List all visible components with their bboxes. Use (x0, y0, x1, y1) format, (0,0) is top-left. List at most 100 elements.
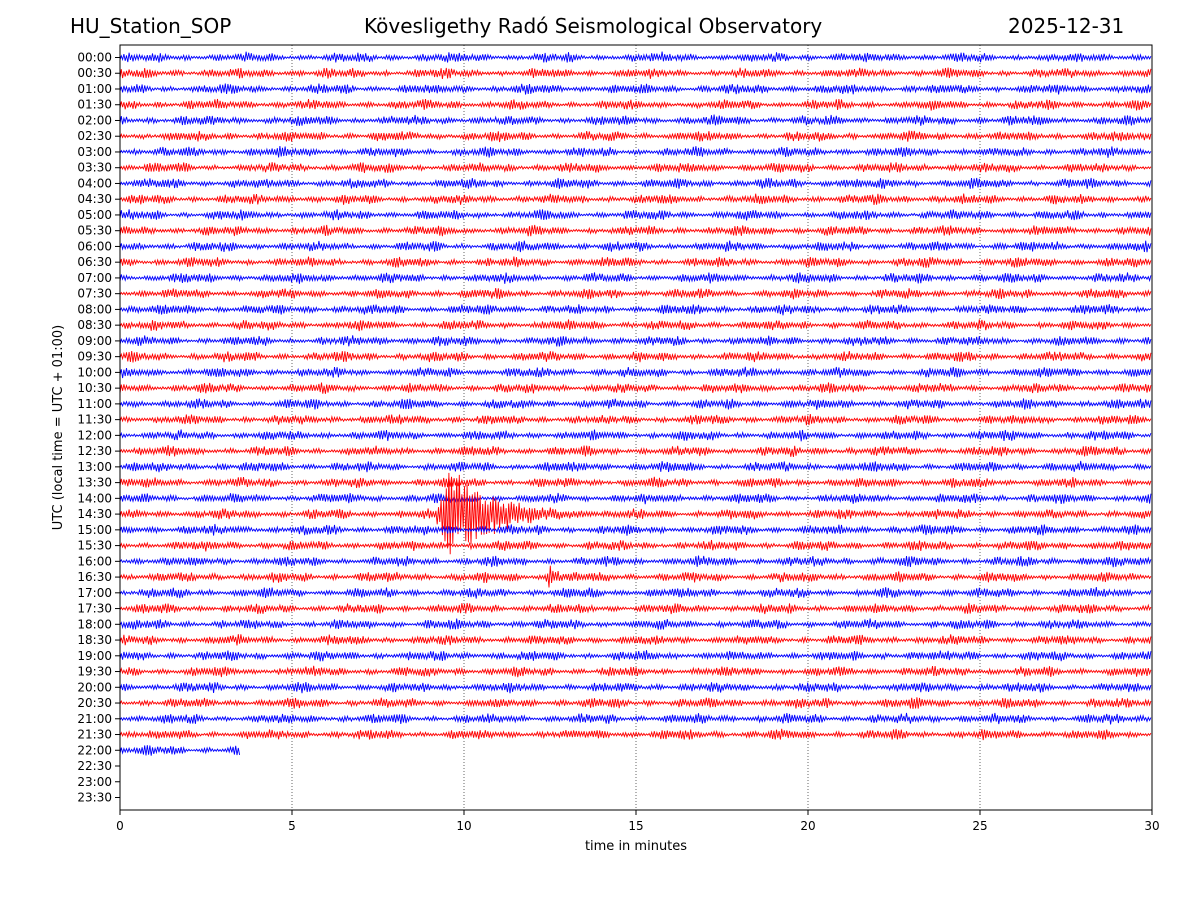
trace-1430 (119, 472, 1152, 555)
y-tick-label: 14:30 (77, 507, 112, 521)
trace-0430 (119, 193, 1152, 205)
trace-1300 (119, 460, 1152, 473)
y-tick-label: 08:00 (77, 302, 112, 316)
seismic-traces (119, 51, 1152, 756)
x-axis-label: time in minutes (585, 839, 687, 854)
trace-0530 (119, 224, 1152, 237)
trace-1230 (119, 445, 1152, 457)
trace-1200 (119, 429, 1152, 442)
x-tick-label: 10 (456, 819, 471, 833)
y-tick-label: 12:30 (77, 444, 112, 458)
y-tick-label: 03:00 (77, 145, 112, 159)
trace-0900 (119, 335, 1152, 347)
y-tick-label: 06:00 (77, 239, 112, 253)
trace-0100 (119, 83, 1152, 95)
trace-0200 (119, 114, 1152, 126)
x-axis-ticks: 0 5 10 15 20 25 30 (116, 810, 1160, 833)
trace-0130 (119, 98, 1152, 111)
trace-0030 (119, 67, 1152, 79)
y-tick-label: 05:00 (77, 208, 112, 222)
y-tick-label: 07:00 (77, 271, 112, 285)
y-tick-label: 19:00 (77, 649, 112, 663)
trace-0330 (119, 162, 1152, 174)
trace-1530 (119, 539, 1152, 552)
y-tick-label: 04:30 (77, 192, 112, 206)
trace-0300 (119, 146, 1152, 158)
y-tick-label: 15:30 (77, 539, 112, 553)
y-tick-label: 20:00 (77, 680, 112, 694)
y-tick-label: 22:00 (77, 743, 112, 757)
y-tick-label: 06:30 (77, 255, 112, 269)
y-tick-label: 00:00 (77, 51, 112, 65)
x-tick-label: 20 (800, 819, 815, 833)
trace-0700 (119, 272, 1152, 284)
trace-0400 (119, 177, 1152, 189)
trace-1000 (119, 366, 1152, 379)
y-tick-label: 03:30 (77, 161, 112, 175)
y-tick-label: 00:30 (77, 66, 112, 80)
grid-lines (291, 45, 981, 810)
y-tick-label: 01:00 (77, 82, 112, 96)
x-tick-label: 0 (116, 819, 124, 833)
y-tick-label: 21:00 (77, 712, 112, 726)
y-tick-label: 19:30 (77, 665, 112, 679)
y-tick-label: 13:00 (77, 460, 112, 474)
trace-2100 (119, 712, 1152, 725)
station-name: HU_Station_SOP (70, 14, 232, 38)
y-tick-label: 09:00 (77, 334, 112, 348)
trace-0630 (119, 256, 1152, 268)
y-tick-label: 14:00 (77, 491, 112, 505)
y-tick-label: 04:00 (77, 176, 112, 190)
y-tick-label: 17:00 (77, 586, 112, 600)
trace-0230 (119, 130, 1152, 143)
y-tick-label: 02:30 (77, 129, 112, 143)
y-tick-label: 22:30 (77, 759, 112, 773)
trace-1900 (119, 650, 1152, 662)
trace-0830 (119, 319, 1152, 332)
x-tick-label: 30 (1144, 819, 1159, 833)
y-tick-label: 02:00 (77, 113, 112, 127)
y-tick-label: 01:30 (77, 98, 112, 112)
trace-1400 (119, 492, 1152, 505)
y-axis-label: UTC (local time = UTC + 01:00) (51, 325, 66, 530)
chart-title: Kövesligethy Radó Seismological Observat… (364, 14, 823, 38)
trace-1500 (119, 523, 1152, 536)
y-tick-label: 05:30 (77, 224, 112, 238)
y-tick-label: 10:30 (77, 381, 112, 395)
y-tick-label: 17:30 (77, 602, 112, 616)
trace-1700 (119, 586, 1152, 599)
trace-1800 (119, 618, 1152, 630)
trace-1030 (119, 382, 1152, 394)
trace-1100 (119, 398, 1152, 410)
trace-2200 (119, 745, 241, 756)
trace-1830 (119, 634, 1152, 646)
y-tick-label: 08:30 (77, 318, 112, 332)
x-tick-label: 5 (288, 819, 296, 833)
y-tick-label: 13:30 (77, 476, 112, 490)
trace-1330 (119, 476, 1152, 489)
trace-0600 (119, 240, 1152, 253)
x-tick-label: 25 (972, 819, 987, 833)
trace-0000 (119, 51, 1152, 63)
trace-1630 (119, 565, 1152, 588)
y-tick-label: 18:00 (77, 617, 112, 631)
trace-2130 (119, 728, 1152, 741)
y-tick-label: 21:30 (77, 728, 112, 742)
y-tick-label: 07:30 (77, 287, 112, 301)
y-tick-label: 11:30 (77, 413, 112, 427)
trace-0800 (119, 304, 1152, 316)
y-tick-label: 09:30 (77, 350, 112, 364)
trace-2030 (119, 697, 1152, 709)
trace-0930 (119, 351, 1152, 363)
trace-1130 (119, 414, 1152, 426)
y-tick-label: 11:00 (77, 397, 112, 411)
y-tick-label: 12:00 (77, 428, 112, 442)
y-tick-label: 16:30 (77, 570, 112, 584)
trace-1930 (119, 665, 1152, 678)
y-tick-label: 10:00 (77, 365, 112, 379)
trace-0500 (119, 209, 1152, 221)
trace-1730 (119, 602, 1152, 615)
trace-0730 (119, 288, 1152, 300)
trace-2000 (119, 682, 1152, 694)
